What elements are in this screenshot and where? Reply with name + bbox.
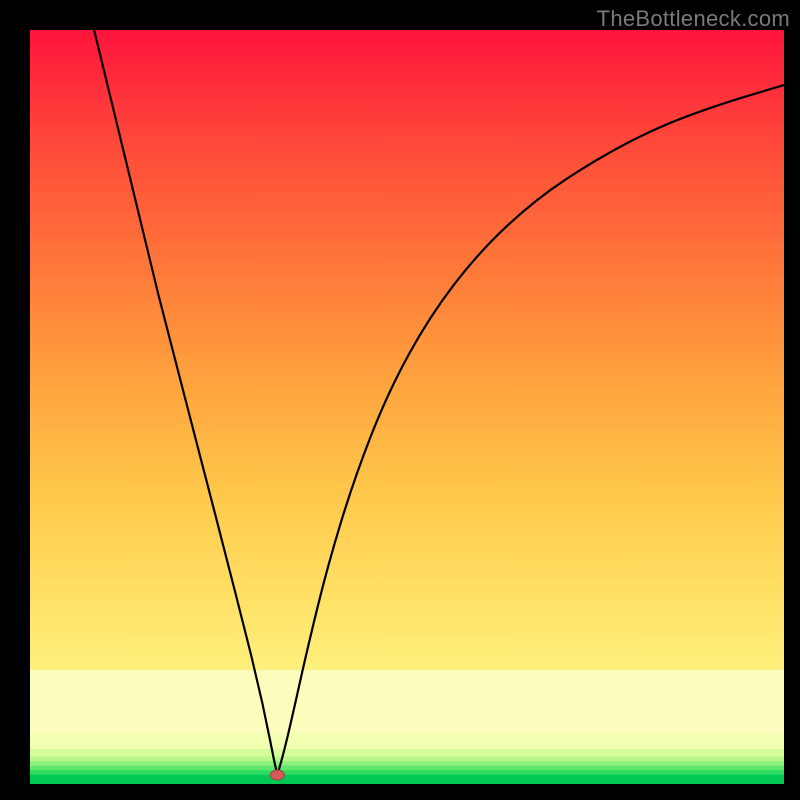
gradient-band-8 [30, 30, 784, 670]
gradient-band-6 [30, 733, 784, 749]
gradient-band-3 [30, 761, 784, 766]
gradient-band-1 [30, 770, 784, 775]
frame-left [0, 0, 30, 800]
vertex-marker [270, 770, 284, 780]
chart-canvas [0, 0, 800, 800]
gradient-band-5 [30, 749, 784, 757]
gradient-band-2 [30, 765, 784, 770]
frame-right [784, 0, 800, 800]
bottleneck-chart: TheBottleneck.com [0, 0, 800, 800]
watermark-text: TheBottleneck.com [597, 6, 790, 32]
gradient-band-7 [30, 669, 784, 734]
gradient-band-4 [30, 756, 784, 761]
gradient-band-0 [30, 774, 784, 784]
frame-bottom [0, 784, 800, 800]
